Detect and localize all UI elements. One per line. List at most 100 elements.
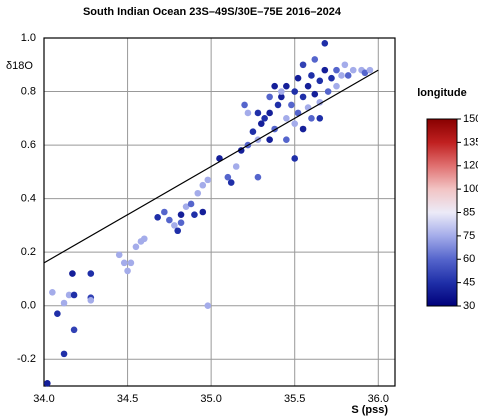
y-tick-label: 1.0 [21, 32, 36, 44]
point [249, 128, 257, 135]
point [324, 88, 332, 95]
point [257, 120, 265, 127]
point [333, 66, 340, 74]
point [266, 136, 273, 144]
point [271, 82, 278, 90]
colorbar [426, 118, 458, 307]
point [299, 61, 307, 69]
point [328, 74, 335, 82]
point [65, 291, 73, 299]
x-tick-label: 35.5 [284, 393, 305, 405]
point [87, 297, 95, 304]
point [115, 251, 123, 259]
point [288, 101, 295, 109]
point [333, 82, 340, 90]
point [291, 155, 299, 162]
point [60, 299, 68, 307]
point [291, 120, 299, 127]
point [278, 93, 285, 101]
point [274, 101, 282, 109]
point [187, 200, 195, 208]
point [204, 302, 212, 309]
point [283, 82, 290, 90]
point [308, 115, 315, 122]
x-tick-label: 34.0 [33, 393, 54, 405]
point [308, 72, 315, 79]
point [60, 350, 68, 358]
y-tick-label: 0.4 [21, 193, 36, 205]
chart-title: South Indian Ocean 23S–49S/30E–75E 2016–… [83, 6, 342, 18]
point [199, 181, 207, 189]
point [366, 66, 374, 74]
point [69, 270, 76, 277]
point [54, 310, 61, 318]
point [182, 203, 190, 210]
point [261, 115, 268, 122]
point [299, 125, 307, 133]
point [349, 66, 357, 74]
point [227, 179, 235, 186]
colorbar-tick-label: 45 [463, 277, 475, 289]
y-tick-label: 0.2 [21, 246, 36, 258]
fit-line [43, 69, 379, 264]
point [321, 66, 329, 74]
point [304, 82, 312, 90]
point [361, 69, 369, 77]
point [321, 40, 329, 47]
point [132, 243, 140, 251]
colorbar-tick-label: 135 [463, 136, 478, 148]
point [204, 176, 212, 184]
point [341, 61, 349, 69]
point [194, 189, 202, 197]
point [199, 208, 207, 216]
point [140, 235, 148, 243]
colorbar-tick-label: 60 [463, 253, 475, 265]
point [224, 173, 232, 181]
point [124, 267, 131, 275]
point [254, 173, 262, 181]
plot-frame [43, 37, 396, 387]
point [291, 88, 299, 95]
colorbar-tick-label: 30 [463, 300, 475, 312]
point [311, 56, 319, 63]
point [316, 77, 324, 85]
point [266, 93, 273, 101]
x-tick-label: 36.0 [368, 393, 389, 405]
point [316, 98, 324, 106]
point [70, 326, 78, 334]
y-tick-label: 0.8 [21, 85, 36, 97]
point [299, 93, 307, 101]
point [177, 211, 185, 218]
point [87, 270, 95, 277]
y-tick-label: 0.0 [21, 300, 36, 312]
point [171, 222, 178, 229]
point [338, 72, 345, 79]
y-tick-label: 0.6 [21, 139, 36, 151]
colorbar-tick-label: 85 [463, 206, 475, 218]
x-tick-label: 35.0 [200, 393, 221, 405]
point [120, 259, 128, 267]
point [232, 163, 240, 170]
point [241, 101, 248, 109]
point [283, 115, 290, 122]
x-tick-label: 34.5 [117, 393, 138, 405]
point [254, 109, 262, 117]
point [174, 227, 182, 235]
colorbar-tick-label: 75 [463, 230, 475, 242]
colorbar-tick-label: 150 [463, 113, 478, 125]
point [294, 109, 302, 117]
point [154, 214, 161, 221]
y-tick-label: -0.2 [17, 353, 36, 365]
point [166, 216, 173, 224]
x-axis-label: S (pss) [351, 404, 388, 416]
point [70, 291, 78, 299]
point [191, 211, 198, 218]
colorbar-tick-label: 120 [463, 160, 478, 172]
point [344, 72, 352, 79]
colorbar-tick-label: 100 [463, 183, 478, 195]
point [278, 88, 285, 95]
point [266, 109, 273, 117]
point [294, 74, 302, 82]
point [311, 90, 319, 98]
colorbar-label: longitude [417, 87, 467, 99]
